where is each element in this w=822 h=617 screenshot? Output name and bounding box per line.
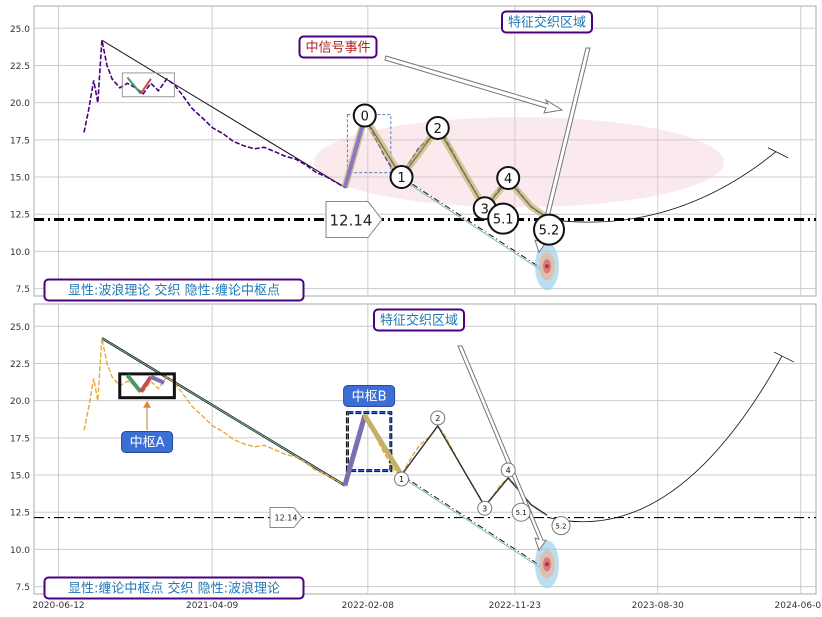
hub-a-label: 中枢A (130, 436, 165, 451)
hub-b-wave-up (342, 414, 368, 487)
y-tick-label: 15.0 (10, 472, 30, 482)
x-tick-label: 2021-04-09 (186, 601, 239, 611)
y-tick-label: 12.5 (10, 211, 30, 221)
signal-event-label-box (298, 35, 378, 59)
y-tick-label: 7.5 (16, 285, 30, 295)
wave-label-circle (500, 462, 516, 478)
signal-event-label: 中信号事件 (305, 41, 370, 56)
theory-legend-label: 显性:波浪理论 交织 隐性:缠论中枢点 (68, 283, 280, 299)
wave-label-circle (430, 410, 446, 426)
wave-label: 5.2 (555, 523, 566, 531)
hub-box (121, 72, 175, 98)
y-tick-label: 10.0 (10, 248, 30, 258)
y-tick-label: 20.0 (10, 397, 30, 407)
reference-value-arrow (325, 201, 383, 239)
hub-a-wave-green (126, 76, 142, 95)
hub-a-wave-purple (150, 375, 165, 385)
wave-label: 5.1 (516, 509, 527, 517)
wave-label-circle (532, 213, 565, 246)
wave-label: 4 (506, 466, 511, 475)
projection-arc (546, 151, 777, 223)
theory-legend-label: 显性:缠论中枢点 交织 隐性:波浪理论 (68, 581, 280, 597)
wave-label-circle (551, 516, 571, 536)
hub-b-label: 中枢B (352, 390, 387, 405)
theory-legend-label-box (43, 278, 305, 302)
wave-label-circle (496, 166, 521, 190)
hub-a-wave-red (139, 375, 153, 393)
bottom-panel: 7.5 10.0 12.5 15.0 17.5 20.0 22.5 25.0 12.14 1 2 3 4… (10, 303, 817, 600)
x-tick-label: 2020-06-12 (32, 601, 84, 611)
feature-zone-ellipse (313, 117, 724, 208)
wave-label: 5.2 (539, 224, 560, 239)
feature-zone-label-box (373, 308, 465, 332)
reference-value-arrow (269, 507, 303, 529)
projection-line (401, 474, 546, 570)
wave-label-circle (477, 500, 493, 516)
hub-a-wave-red (139, 78, 152, 95)
x-tick-label: 2022-02-08 (342, 601, 395, 611)
y-tick-label: 20.0 (10, 99, 30, 109)
signal-arrow (384, 55, 564, 114)
theory-legend-label-box (43, 576, 305, 600)
feature-zone-label: 特征交织区域 (380, 313, 458, 329)
y-tick-label: 17.5 (10, 136, 30, 146)
y-tick-label: 15.0 (10, 174, 30, 184)
wave-label: 1 (399, 475, 404, 484)
x-tick-label: 2024-06-05 (775, 601, 822, 611)
y-tick-label: 25.0 (10, 25, 30, 35)
pointer-arrow (457, 345, 547, 552)
y-tick-label: 12.5 (10, 509, 30, 519)
wave-path (400, 424, 548, 516)
wave-label: 2 (434, 122, 442, 137)
y-tick-label: 10.0 (10, 546, 30, 556)
y-tick-label: 17.5 (10, 434, 30, 444)
x-tick-label: 2023-08-30 (632, 601, 685, 611)
projection-line-2 (401, 178, 546, 274)
x-tick-label: 2022-11-23 (489, 601, 541, 611)
x-axis: 2020-06-12 2021-04-09 2022-02-08 2022-11-23… (32, 601, 822, 611)
projection-arc-cap (767, 147, 789, 159)
wave-label-circle (394, 471, 410, 487)
hub-a-pointer-head (143, 400, 152, 408)
reference-value-label: 12.14 (275, 514, 298, 523)
wave-label: 4 (504, 172, 512, 187)
projection-line-2 (401, 476, 546, 572)
y-tick-label: 7.5 (16, 583, 30, 593)
wave-label-circle (389, 165, 414, 190)
y-tick-label: 25.0 (10, 323, 30, 333)
trend-line-inner (101, 337, 346, 486)
hub-a-wave-green (125, 374, 143, 394)
hub-box (118, 372, 176, 400)
wave-label-circle (352, 103, 377, 128)
wave-0-segment (342, 116, 367, 188)
target-point (544, 264, 549, 269)
y-tick-label: 22.5 (10, 360, 30, 370)
top-panel: 7.5 10.0 12.5 15.0 17.5 20.0 22.5 25.0 12.14 0 1 2 3… (10, 5, 817, 302)
hub-b-wave-down (362, 414, 404, 477)
wave-path (344, 116, 548, 218)
projection-arc-cap (773, 351, 795, 363)
feature-zone-label-box (501, 10, 593, 34)
y-tick-label: 22.5 (10, 62, 30, 72)
trend-line (101, 39, 346, 188)
wave-label: 3 (481, 202, 489, 217)
projection-arc (546, 355, 783, 523)
hub-box-inner (346, 412, 392, 472)
reference-value-label: 12.14 (330, 212, 373, 230)
wave-label: 1 (397, 171, 405, 186)
wave-label: 0 (361, 110, 369, 125)
wave-label-circle (425, 115, 450, 140)
wave-label: 3 (482, 504, 487, 513)
wave-label: 5.1 (493, 213, 514, 228)
projection-line (401, 176, 546, 272)
hub-a-label-box (121, 431, 174, 453)
target-point (544, 562, 549, 567)
feature-zone-label: 特征交织区域 (508, 15, 586, 31)
hub-b-label-box (343, 385, 396, 407)
wave-label: 2 (435, 414, 440, 423)
wave-label-circle (487, 202, 520, 235)
wave-label-circle (511, 502, 531, 522)
